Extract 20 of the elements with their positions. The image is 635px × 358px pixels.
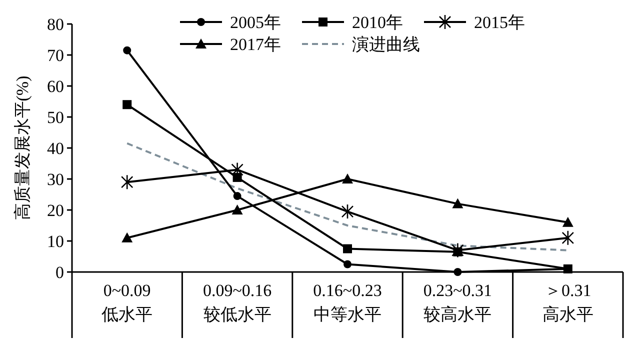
y-axis-title: 高质量发展水平(%) bbox=[12, 76, 32, 220]
legend-label: 2005年 bbox=[230, 12, 281, 32]
x-tick-label: 0.09~0.16 较低水平 bbox=[202, 281, 272, 324]
x-tick-label: 0~0.09 低水平 bbox=[102, 281, 153, 324]
y-tick-label: 50 bbox=[47, 108, 64, 127]
y-tick-label: 60 bbox=[47, 76, 64, 96]
x-tick-label: ＞0.31 高水平 bbox=[542, 281, 594, 324]
legend-label: 演进曲线 bbox=[352, 34, 420, 54]
legend-label: 2010年 bbox=[352, 12, 403, 32]
legend-label: 2015年 bbox=[474, 12, 525, 32]
y-tick-label: 10 bbox=[47, 232, 64, 251]
y-tick-label: 30 bbox=[47, 170, 64, 189]
legend-label: 2017年 bbox=[230, 34, 281, 54]
y-tick-label: 80 bbox=[47, 14, 64, 34]
y-tick-label: 0 bbox=[56, 262, 64, 282]
y-tick-label: 40 bbox=[47, 138, 64, 158]
y-tick-label: 70 bbox=[47, 46, 64, 65]
x-tick-label: 0.16~0.23 中等水平 bbox=[313, 281, 382, 324]
x-tick-label: 0.23~0.31 较高水平 bbox=[423, 281, 492, 324]
y-tick-label: 20 bbox=[47, 200, 64, 220]
